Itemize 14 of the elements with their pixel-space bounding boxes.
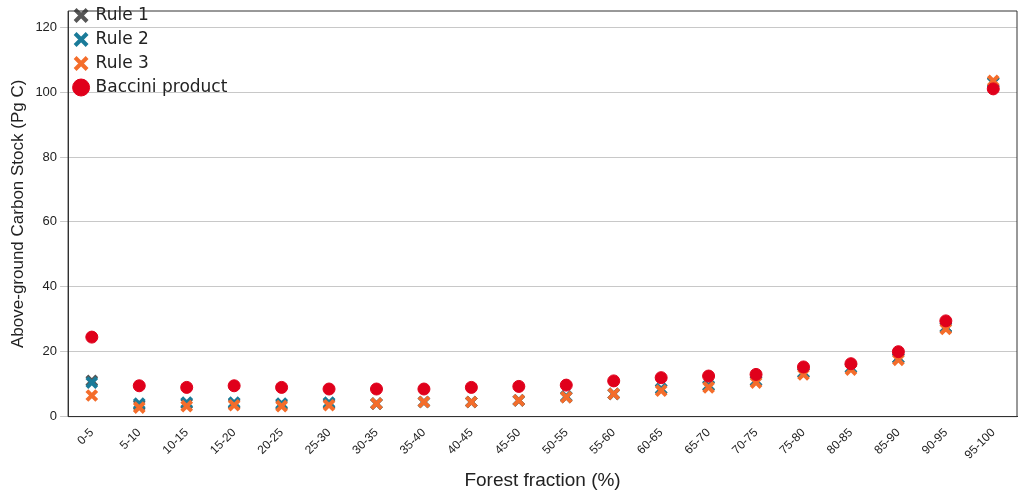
legend-label: Baccini product bbox=[95, 75, 228, 96]
y-tick-label: 60 bbox=[42, 213, 58, 229]
y-tick-label: 80 bbox=[42, 148, 58, 164]
legend-label: Rule 2 bbox=[95, 27, 149, 48]
y-tick-label: 40 bbox=[42, 278, 58, 294]
y-tick-label: 0 bbox=[49, 408, 58, 424]
x-tick-label: 0-5 bbox=[74, 425, 97, 448]
y-tick-label: 120 bbox=[35, 18, 58, 34]
legend-label: Rule 3 bbox=[95, 51, 149, 72]
y-axis-title: Above-ground Carbon Stock (Pg C) bbox=[7, 79, 27, 348]
y-tick-label: 100 bbox=[35, 83, 58, 99]
x-axis-title: Forest fraction (%) bbox=[464, 468, 621, 490]
y-tick-label: 20 bbox=[42, 343, 58, 359]
legend-label: Rule 1 bbox=[95, 3, 149, 24]
